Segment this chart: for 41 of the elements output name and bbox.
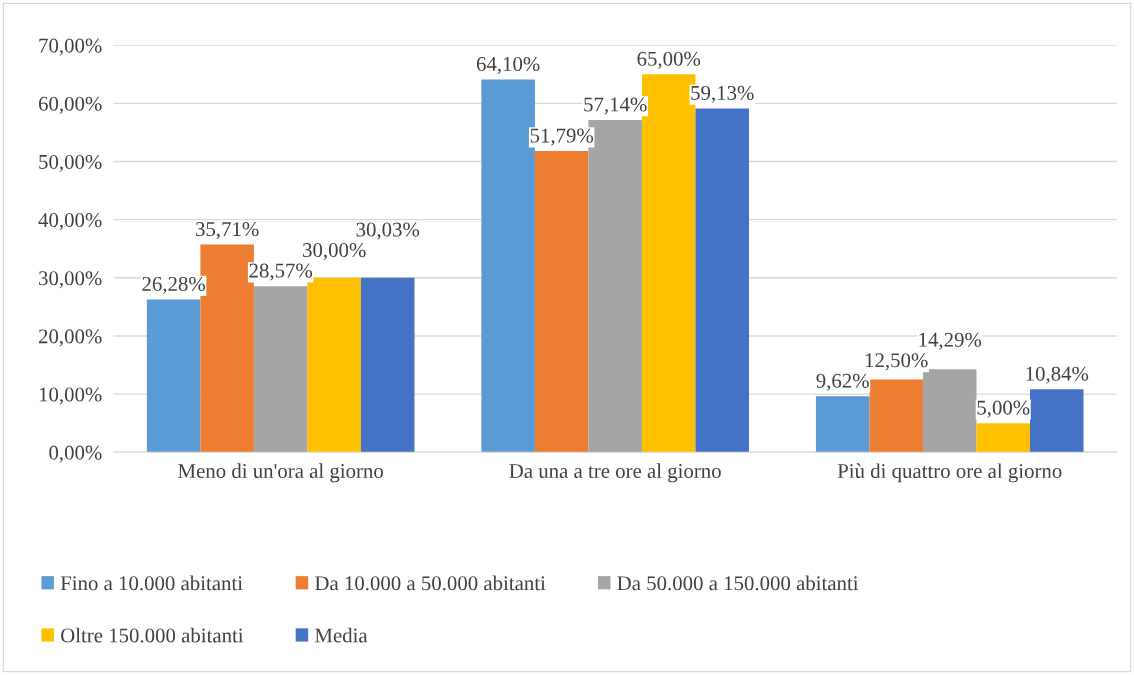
bar	[1030, 389, 1084, 453]
data-label: 12,50%	[865, 353, 928, 371]
y-tick-label: 50,00%	[39, 154, 102, 172]
bar	[922, 369, 977, 453]
data-label: 59,13%	[691, 85, 754, 103]
y-tick-label: 20,00%	[38, 329, 102, 347]
bar	[976, 423, 1031, 453]
data-label: 10,84%	[1026, 366, 1089, 384]
bar	[695, 108, 750, 453]
data-label: 26,28%	[142, 276, 206, 294]
y-tick-label: 0,00%	[49, 445, 102, 463]
legend-label: Fino a 10.000 abitanti	[60, 575, 243, 591]
data-label: 9,62%	[816, 373, 869, 391]
legend-label: Oltre 150.000 abitanti	[61, 627, 244, 643]
bar	[146, 299, 201, 453]
data-label: 14,29%	[919, 332, 982, 350]
legend-label: Media	[315, 627, 368, 643]
data-label: 35,71%	[196, 222, 259, 240]
data-label: 51,79%	[530, 128, 594, 146]
data-label: 5,00%	[977, 400, 1030, 418]
legend-label: Da 10.000 a 50.000 abitanti	[315, 575, 546, 591]
y-tick-label: 40,00%	[38, 213, 102, 231]
y-tick-label: 30,00%	[39, 271, 102, 289]
data-label: 65,00%	[637, 51, 701, 69]
bar	[869, 379, 923, 453]
bar	[360, 277, 415, 453]
data-label: 64,10%	[476, 56, 540, 75]
y-tick-label: 10,00%	[39, 387, 102, 405]
legend-label: Da 50.000 a 150.000 abitanti	[617, 575, 859, 591]
x-tick-label: Più di quattro ore al giorno	[837, 463, 1062, 483]
x-tick-label: Da una a tre ore al giorno	[509, 463, 721, 483]
bar	[534, 151, 589, 453]
y-tick-label: 60,00%	[38, 96, 102, 114]
data-label: 30,00%	[303, 243, 366, 261]
bar	[253, 286, 308, 453]
x-tick-label: Meno di un'ora al giorno	[178, 463, 383, 483]
bar	[815, 396, 870, 453]
data-label: 30,03%	[356, 222, 420, 240]
data-label: 28,57%	[249, 263, 313, 281]
data-label: 57,14%	[584, 97, 647, 115]
y-tick-label: 70,00%	[39, 38, 102, 56]
